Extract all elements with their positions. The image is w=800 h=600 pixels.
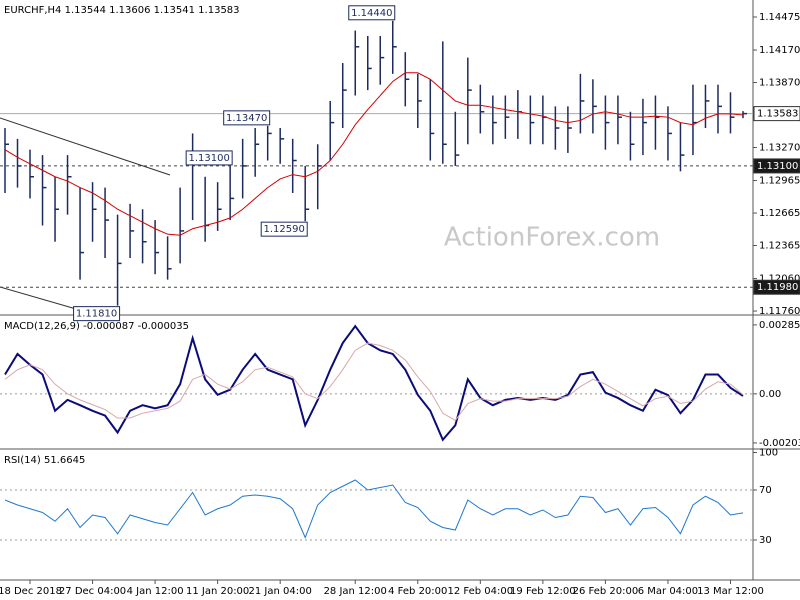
y-tick-label: 1.13270: [759, 143, 800, 154]
annotation-label: 1.12590: [264, 224, 305, 235]
annotation-label: 1.11810: [76, 309, 117, 320]
y-tick-label: 100: [759, 448, 778, 459]
price-box: [753, 106, 800, 122]
x-tick-label: 4 Feb 20:00: [388, 586, 447, 597]
x-tick-label: 28 Jan 12:00: [324, 586, 387, 597]
annotation-label: 1.14440: [351, 8, 392, 19]
y-tick-label: 1.13870: [759, 78, 800, 89]
panel-title: MACD(12,26,9) -0.000087 -0.000035: [4, 321, 189, 332]
series-line: [4, 479, 744, 539]
y-tick-label: 1.12965: [759, 176, 800, 187]
trend-line: [0, 117, 171, 176]
moving-average: [4, 72, 744, 236]
y-tick-label: 1.12665: [759, 208, 800, 219]
x-tick-label: 26 Feb 20:00: [573, 586, 639, 597]
y-tick-label: 1.14170: [759, 45, 800, 56]
annotation-box: [260, 221, 308, 237]
panel-title: RSI(14) 51.6645: [4, 455, 85, 466]
y-tick-label: 30: [759, 535, 772, 546]
annotation-box: [73, 306, 121, 322]
x-tick-label: 11 Jan 20:00: [186, 586, 249, 597]
watermark: ActionForex.com: [444, 222, 660, 252]
series-line: [4, 342, 744, 422]
y-tick-label: 0.00: [759, 389, 781, 400]
panel-title: EURCHF,H4 1.13544 1.13606 1.13541 1.1358…: [4, 5, 240, 16]
y-tick-label: 1.11760: [759, 306, 800, 317]
annotation-box: [223, 110, 271, 126]
x-tick-label: 4 Jan 12:00: [127, 586, 184, 597]
annotation-box: [348, 5, 396, 21]
price-box-label: 1.11980: [757, 282, 798, 293]
x-tick-label: 18 Dec 2018: [0, 586, 62, 597]
x-tick-label: 12 Feb 04:00: [448, 586, 514, 597]
y-tick-label: 0.002852: [759, 320, 800, 331]
price-box-label: 1.13100: [757, 161, 798, 172]
y-tick-label: 1.12060: [759, 274, 800, 285]
price-box: [753, 158, 800, 174]
price-box: [753, 279, 800, 295]
y-tick-label: 1.12365: [759, 241, 800, 252]
y-tick-label: -0.00203: [759, 438, 800, 449]
series-line: [4, 324, 744, 442]
x-tick-label: 6 Mar 04:00: [638, 586, 698, 597]
annotation-label: 1.13470: [226, 113, 267, 124]
x-tick-label: 19 Feb 12:00: [510, 586, 576, 597]
y-tick-label: 70: [759, 485, 772, 496]
y-tick-label: 1.14475: [759, 12, 800, 23]
x-tick-label: 21 Jan 04:00: [249, 586, 312, 597]
x-tick-label: 13 Mar 12:00: [697, 586, 764, 597]
x-tick-label: 27 Dec 04:00: [59, 586, 126, 597]
price-box-label: 1.13583: [757, 109, 798, 120]
annotation-box: [185, 150, 233, 166]
annotation-label: 1.13100: [188, 153, 229, 164]
